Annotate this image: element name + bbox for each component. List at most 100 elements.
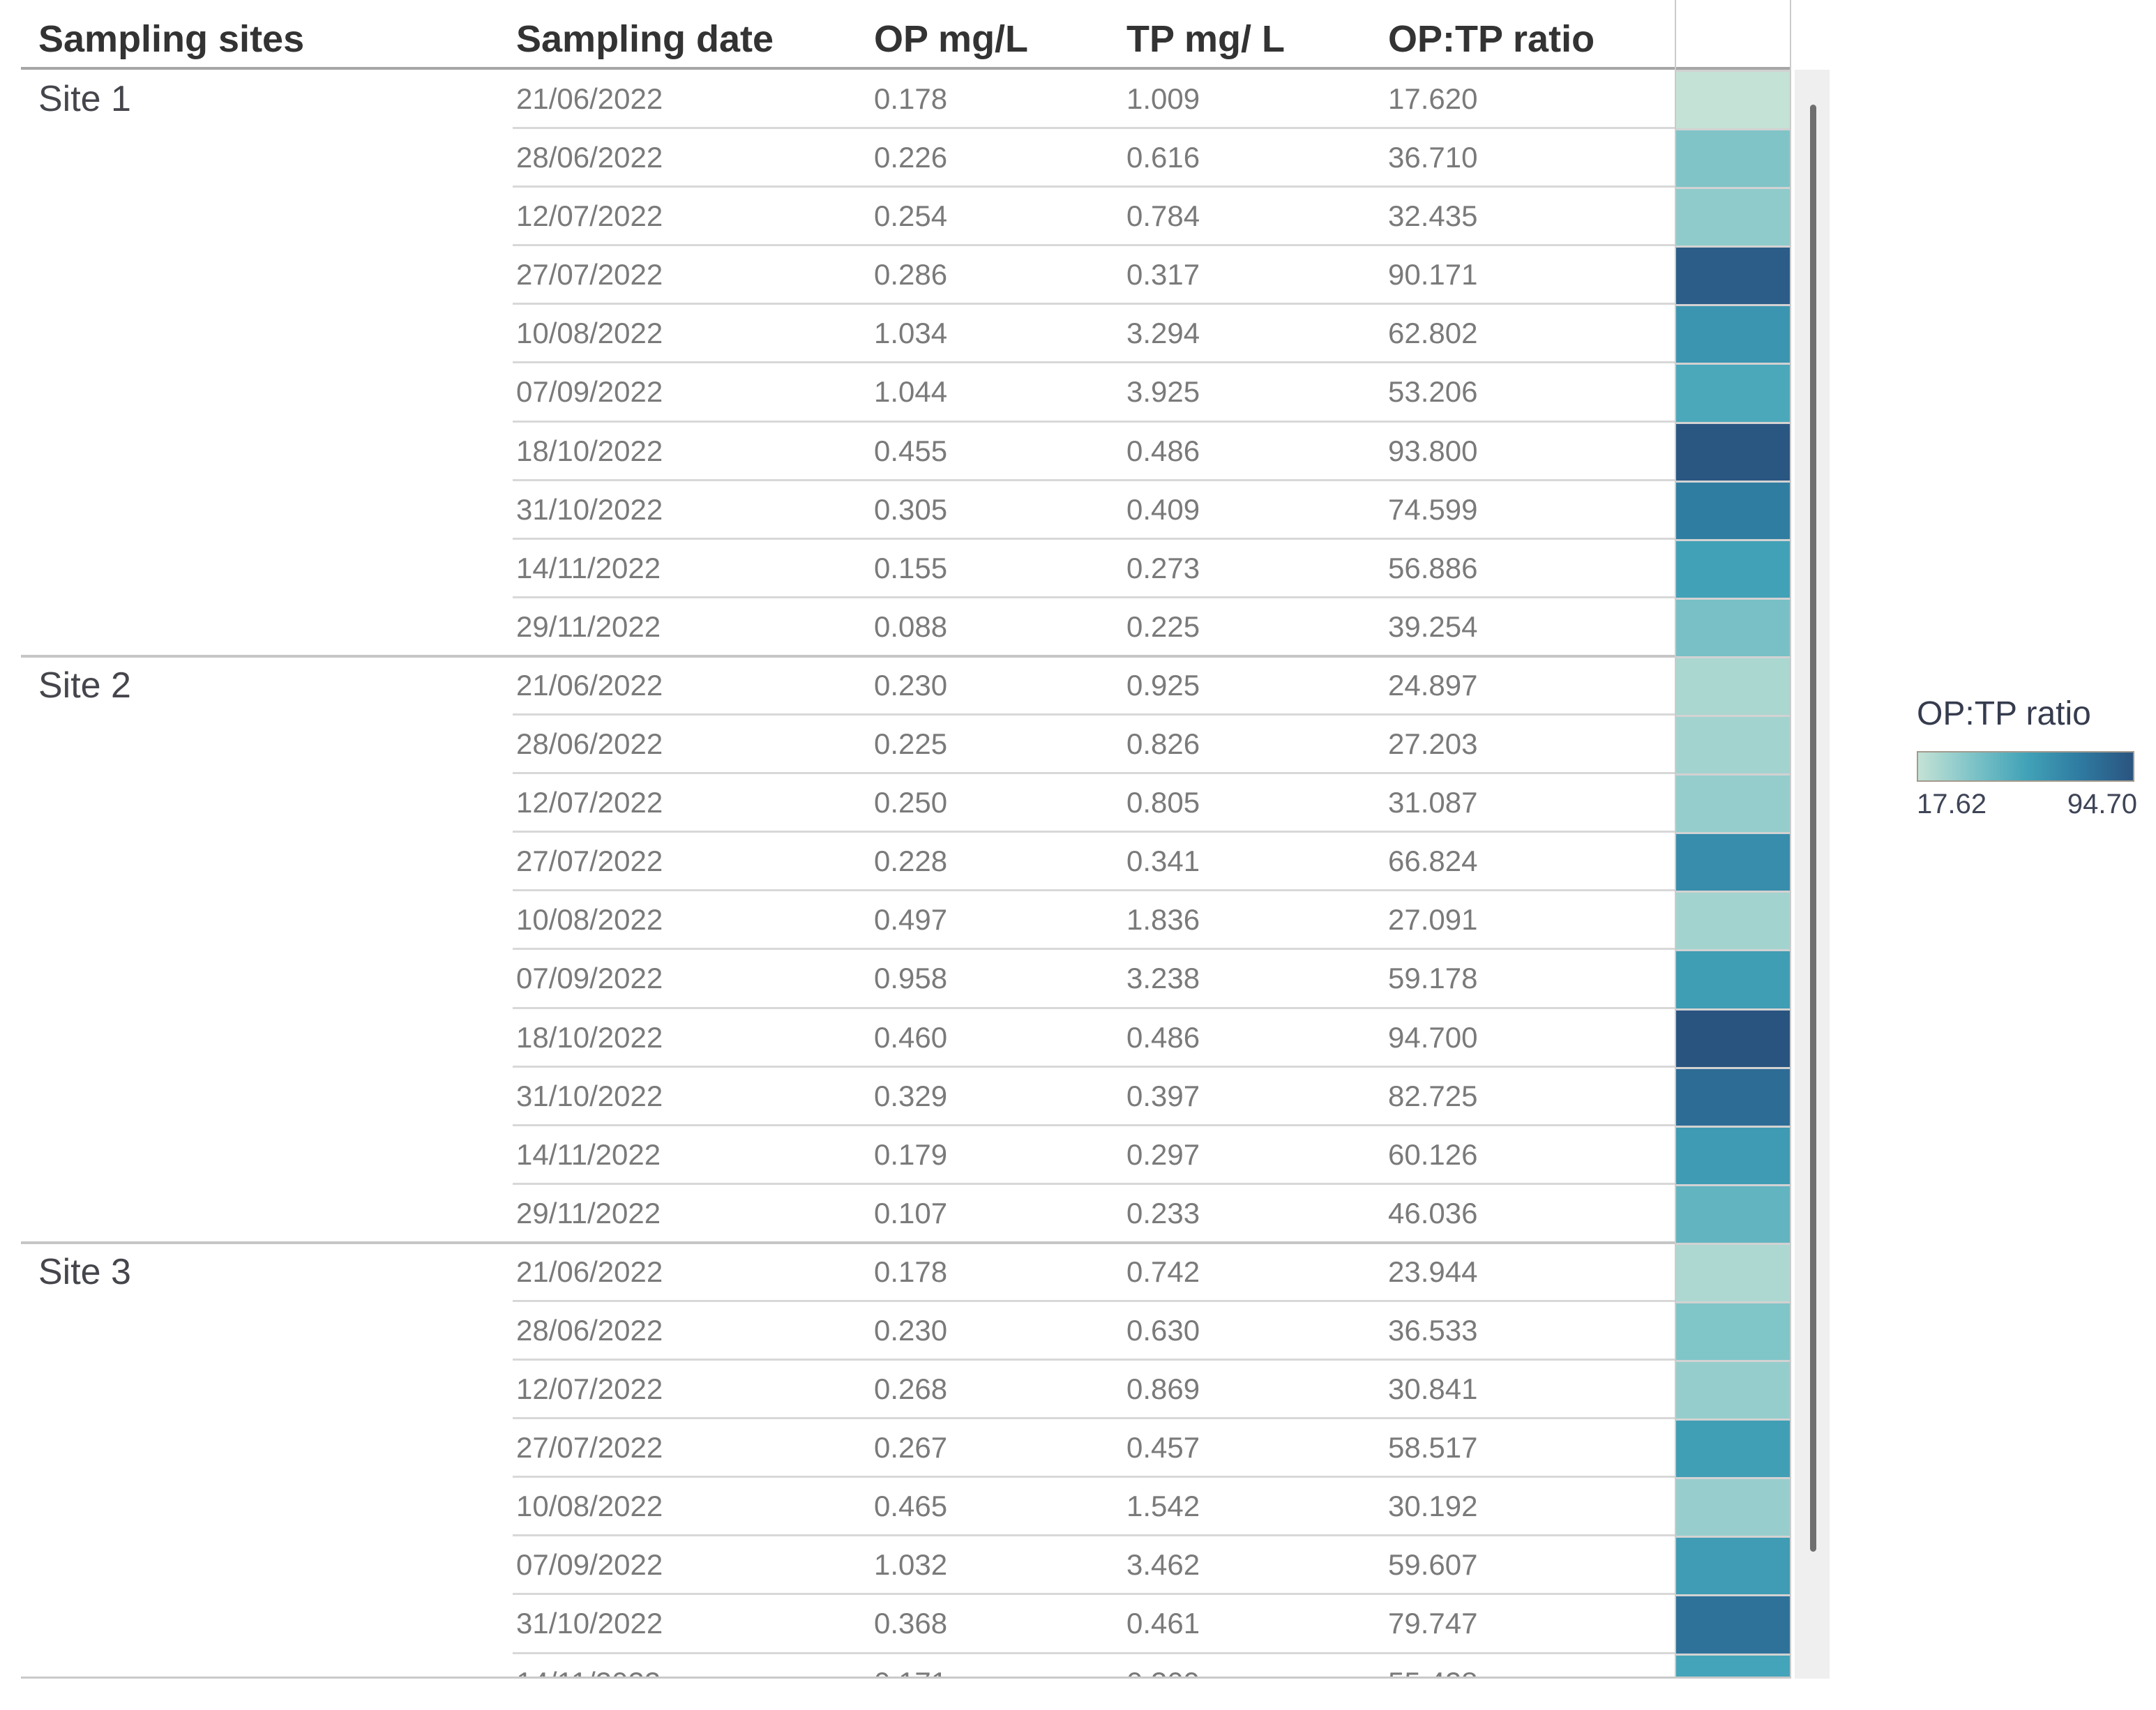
table-row[interactable]: 10/08/2022 1.034 3.294 62.802 <box>0 303 1791 363</box>
legend-min-label: 17.62 <box>1917 789 1987 819</box>
ratio-heatmap-cell[interactable] <box>1675 1536 1790 1595</box>
row-divider <box>513 1593 1675 1596</box>
table-row[interactable]: 12/07/2022 0.250 0.805 31.087 <box>0 772 1791 833</box>
cell-tp-value: 0.233 <box>1126 1196 1200 1229</box>
table-row[interactable]: 14/11/2022 0.155 0.273 56.886 <box>0 537 1791 598</box>
table-row[interactable]: 28/06/2022 0.230 0.630 36.533 <box>0 1299 1791 1361</box>
cell-op-value: 0.107 <box>874 1196 948 1229</box>
ratio-heatmap-cell[interactable] <box>1675 1125 1790 1184</box>
ratio-heatmap-cell[interactable] <box>1675 304 1790 363</box>
vertical-scrollbar-thumb[interactable] <box>1810 105 1816 1552</box>
cell-ratio-value: 62.802 <box>1388 317 1478 350</box>
table-row[interactable]: 10/08/2022 0.465 1.542 30.192 <box>0 1476 1791 1536</box>
table-row[interactable]: 28/06/2022 0.225 0.826 27.203 <box>0 713 1791 774</box>
table-row[interactable]: 28/06/2022 0.226 0.616 36.710 <box>0 127 1791 188</box>
table-row[interactable]: 21/06/2022 0.230 0.925 24.897 <box>0 656 1791 716</box>
ratio-heatmap-cell[interactable] <box>1675 773 1790 833</box>
column-header-op[interactable]: OP mg/L <box>874 18 1029 60</box>
cell-tp-value: 3.238 <box>1126 962 1200 995</box>
table-row[interactable]: 14/11/2022 0.171 0.309 55.428 <box>0 1651 1791 1679</box>
cell-op-value: 0.179 <box>874 1137 948 1171</box>
table-row[interactable]: 31/10/2022 0.305 0.409 74.599 <box>0 478 1791 539</box>
ratio-heatmap-cell[interactable] <box>1675 1360 1790 1419</box>
cell-ratio-value: 66.824 <box>1388 845 1478 878</box>
table-row[interactable]: 07/09/2022 1.032 3.462 59.607 <box>0 1534 1791 1595</box>
ratio-heatmap-cell[interactable] <box>1675 1653 1790 1679</box>
table-row[interactable]: 27/07/2022 0.267 0.457 58.517 <box>0 1417 1791 1478</box>
site-group-label[interactable]: Site 3 <box>38 1251 131 1292</box>
cell-tp-value: 0.630 <box>1126 1313 1200 1347</box>
column-header-sampling-sites[interactable]: Sampling sites <box>38 18 305 60</box>
cell-ratio-value: 94.700 <box>1388 1020 1478 1054</box>
column-header-sampling-date[interactable]: Sampling date <box>516 18 774 60</box>
cell-ratio-value: 23.944 <box>1388 1255 1478 1288</box>
cell-op-value: 0.460 <box>874 1020 948 1054</box>
table-row[interactable]: 12/07/2022 0.268 0.869 30.841 <box>0 1359 1791 1419</box>
ratio-heatmap-cell[interactable] <box>1675 597 1790 656</box>
table-row[interactable]: 07/09/2022 0.958 3.238 59.178 <box>0 948 1791 1008</box>
ratio-heatmap-cell[interactable] <box>1675 1477 1790 1536</box>
table-row[interactable]: 27/07/2022 0.286 0.317 90.171 <box>0 244 1791 305</box>
ratio-heatmap-cell[interactable] <box>1675 480 1790 539</box>
column-header-ratio[interactable]: OP:TP ratio <box>1388 18 1595 60</box>
cell-ratio-value: 56.886 <box>1388 551 1478 584</box>
ratio-heatmap-cell[interactable] <box>1675 363 1790 422</box>
column-header-tp[interactable]: TP mg/ L <box>1126 18 1286 60</box>
ratio-heatmap-cell[interactable] <box>1675 1008 1790 1067</box>
cell-sampling-date: 12/07/2022 <box>516 199 663 233</box>
ratio-heatmap-cell[interactable] <box>1675 891 1790 950</box>
table-row[interactable]: 31/10/2022 0.368 0.461 79.747 <box>0 1593 1791 1654</box>
ratio-heatmap-cell[interactable] <box>1675 949 1790 1008</box>
cell-sampling-date: 31/10/2022 <box>516 1607 663 1640</box>
ratio-heatmap-cell[interactable] <box>1675 715 1790 774</box>
table-bottom-border <box>21 1677 1791 1679</box>
cell-ratio-value: 27.091 <box>1388 903 1478 937</box>
cell-ratio-value: 59.178 <box>1388 962 1478 995</box>
ratio-heatmap-cell[interactable] <box>1675 832 1790 891</box>
cell-op-value: 0.286 <box>874 258 948 292</box>
ratio-heatmap-cell[interactable] <box>1675 128 1790 188</box>
ratio-heatmap-cell[interactable] <box>1675 70 1790 129</box>
row-divider <box>513 1006 1675 1009</box>
table-row[interactable]: 18/10/2022 0.460 0.486 94.700 <box>0 1006 1791 1067</box>
ratio-heatmap-cell[interactable] <box>1675 1418 1790 1478</box>
ratio-heatmap-cell[interactable] <box>1675 1066 1790 1126</box>
legend-title: OP:TP ratio <box>1917 695 2091 732</box>
table-row[interactable]: 29/11/2022 0.107 0.233 46.036 <box>0 1182 1791 1243</box>
ratio-heatmap-cell[interactable] <box>1675 245 1790 305</box>
table-row[interactable]: 18/10/2022 0.455 0.486 93.800 <box>0 420 1791 481</box>
ratio-heatmap-cell[interactable] <box>1675 421 1790 481</box>
table-row[interactable]: 21/06/2022 0.178 0.742 23.944 <box>0 1242 1791 1301</box>
cell-sampling-date: 31/10/2022 <box>516 492 663 526</box>
ratio-heatmap-cell[interactable] <box>1675 1242 1790 1301</box>
cell-sampling-date: 18/10/2022 <box>516 1020 663 1054</box>
cell-tp-value: 1.836 <box>1126 903 1200 937</box>
site-group-label[interactable]: Site 2 <box>38 665 131 706</box>
cell-ratio-value: 79.747 <box>1388 1607 1478 1640</box>
site-group-label[interactable]: Site 1 <box>38 79 131 119</box>
table-row[interactable]: 07/09/2022 1.044 3.925 53.206 <box>0 361 1791 422</box>
ratio-heatmap-cell[interactable] <box>1675 187 1790 246</box>
cell-sampling-date: 29/11/2022 <box>516 1196 661 1229</box>
table-row[interactable]: 12/07/2022 0.254 0.784 32.435 <box>0 186 1791 246</box>
table-row[interactable]: 29/11/2022 0.088 0.225 39.254 <box>0 596 1791 656</box>
ratio-heatmap-cell[interactable] <box>1675 538 1790 598</box>
legend-gradient-bar[interactable] <box>1917 751 2134 782</box>
row-divider <box>513 244 1675 247</box>
ratio-heatmap-cell[interactable] <box>1675 1183 1790 1243</box>
cell-ratio-value: 31.087 <box>1388 786 1478 819</box>
table-row[interactable]: 10/08/2022 0.497 1.836 27.091 <box>0 889 1791 950</box>
table-row[interactable]: 21/06/2022 0.178 1.009 17.620 <box>0 70 1791 129</box>
row-divider <box>513 1476 1675 1478</box>
cell-op-value: 0.329 <box>874 1079 948 1112</box>
cell-tp-value: 0.297 <box>1126 1137 1200 1171</box>
cell-ratio-value: 24.897 <box>1388 668 1478 702</box>
ratio-heatmap-cell[interactable] <box>1675 1594 1790 1654</box>
ratio-heatmap-cell[interactable] <box>1675 1301 1790 1361</box>
table-row[interactable]: 14/11/2022 0.179 0.297 60.126 <box>0 1123 1791 1184</box>
cell-sampling-date: 14/11/2022 <box>516 1137 661 1171</box>
table-row[interactable]: 27/07/2022 0.228 0.341 66.824 <box>0 831 1791 891</box>
table-row[interactable]: 31/10/2022 0.329 0.397 82.725 <box>0 1065 1791 1126</box>
ratio-heatmap-cell[interactable] <box>1675 656 1790 716</box>
row-divider <box>513 186 1675 188</box>
